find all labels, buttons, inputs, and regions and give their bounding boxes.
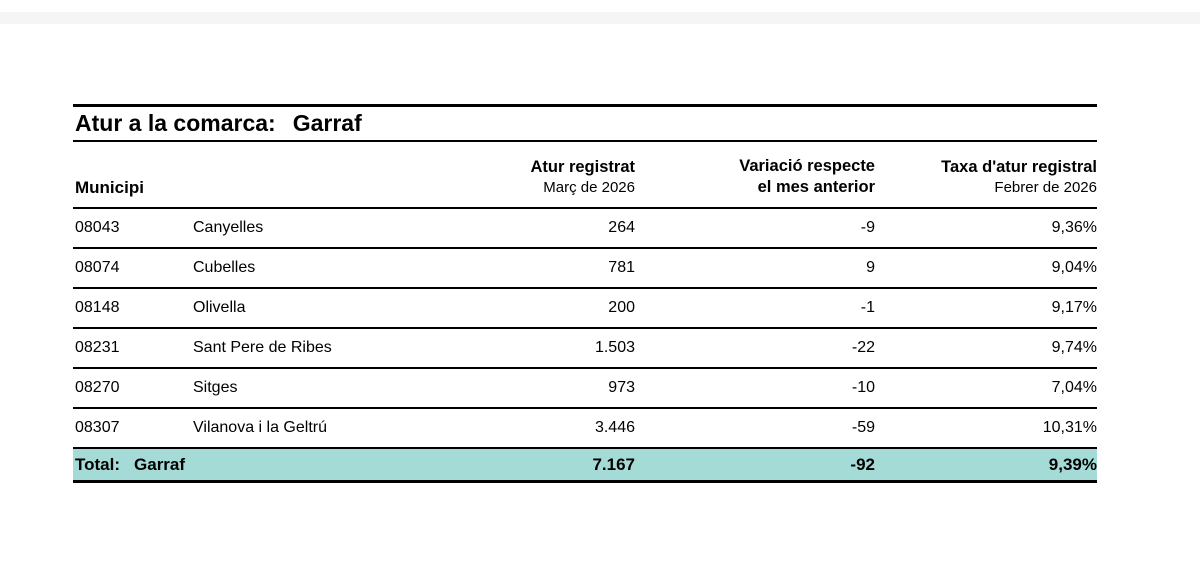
column-header-variacio-line2: el mes anterior — [757, 178, 875, 196]
cell-municipality-name: Sitges — [193, 379, 238, 396]
report-title: Atur a la comarca: Garraf — [73, 107, 1097, 140]
cell-taxa-atur: 9,36% — [1051, 219, 1097, 236]
table-row: 08307 Vilanova i la Geltrú 3.446 -59 10,… — [73, 407, 1097, 447]
table-row: 08148 Olivella 200 -1 9,17% — [73, 287, 1097, 327]
column-header-atur-registrat: Atur registrat Març de 2026 — [460, 157, 635, 207]
cell-variacio: -9 — [860, 219, 875, 236]
cell-taxa-atur: 9,17% — [1051, 299, 1097, 316]
cell-atur-registrat: 264 — [608, 219, 635, 236]
report-title-comarca: Garraf — [292, 110, 362, 136]
cell-municipality-name: Cubelles — [193, 259, 256, 276]
table-row: 08043 Canyelles 264 -9 9,36% — [73, 207, 1097, 247]
table-header-row: Municipi Atur registrat Març de 2026 Var… — [73, 142, 1097, 207]
cell-municipality-name: Olivella — [193, 299, 246, 316]
cell-taxa-atur: 7,04% — [1051, 379, 1097, 396]
total-label-cell: Total: Garraf — [73, 455, 460, 475]
column-header-taxa: Taxa d'atur registral Febrer de 2026 — [875, 157, 1097, 207]
cell-taxa-atur: 9,04% — [1051, 259, 1097, 276]
column-header-taxa-line1: Taxa d'atur registral — [941, 158, 1097, 176]
cell-variacio: -59 — [851, 419, 875, 436]
window-top-strip — [0, 12, 1200, 24]
title-bottom-rule — [73, 140, 1097, 142]
table-row: 08074 Cubelles 781 9 9,04% — [73, 247, 1097, 287]
unemployment-report: Atur a la comarca: Garraf Municipi Atur … — [73, 104, 1097, 483]
cell-municipality-name: Sant Pere de Ribes — [193, 339, 332, 356]
cell-atur-registrat: 1.503 — [594, 339, 635, 356]
total-variacio: -92 — [850, 454, 875, 474]
total-label: Total: — [75, 454, 121, 474]
total-comarca-name: Garraf — [134, 454, 186, 474]
cell-municipality-code: 08231 — [75, 339, 120, 356]
cell-atur-registrat: 3.446 — [594, 419, 635, 436]
table-total-row: Total: Garraf 7.167 -92 9,39% — [73, 447, 1097, 483]
table-body: 08043 Canyelles 264 -9 9,36% 08074 Cubel… — [73, 207, 1097, 447]
cell-atur-registrat: 200 — [608, 299, 635, 316]
table-row: 08231 Sant Pere de Ribes 1.503 -22 9,74% — [73, 327, 1097, 367]
cell-variacio: -22 — [851, 339, 875, 356]
table-row: 08270 Sitges 973 -10 7,04% — [73, 367, 1097, 407]
cell-municipality-name: Vilanova i la Geltrú — [193, 419, 327, 436]
column-header-atur-line2: Març de 2026 — [543, 179, 635, 196]
cell-variacio: -10 — [851, 379, 875, 396]
cell-variacio: -1 — [860, 299, 875, 316]
column-header-taxa-line2: Febrer de 2026 — [994, 179, 1097, 196]
column-header-municipi: Municipi — [75, 178, 144, 197]
cell-variacio: 9 — [866, 259, 875, 276]
cell-municipality-code: 08307 — [75, 419, 120, 436]
report-title-label: Atur a la comarca: — [75, 110, 276, 136]
cell-municipality-code: 08043 — [75, 219, 120, 236]
total-atur-registrat: 7.167 — [592, 454, 635, 474]
column-header-atur-line1: Atur registrat — [530, 158, 635, 176]
title-top-rule — [73, 104, 1097, 107]
column-header-variacio-line1: Variació respecte — [739, 157, 875, 175]
cell-taxa-atur: 10,31% — [1042, 419, 1097, 436]
cell-atur-registrat: 973 — [608, 379, 635, 396]
total-taxa-atur: 9,39% — [1048, 454, 1097, 474]
cell-municipality-code: 08148 — [75, 299, 120, 316]
column-header-variacio: Variació respecte el mes anterior — [635, 156, 875, 207]
cell-atur-registrat: 781 — [608, 259, 635, 276]
cell-municipality-code: 08270 — [75, 379, 120, 396]
cell-taxa-atur: 9,74% — [1051, 339, 1097, 356]
cell-municipality-code: 08074 — [75, 259, 120, 276]
cell-municipality-name: Canyelles — [193, 219, 264, 236]
